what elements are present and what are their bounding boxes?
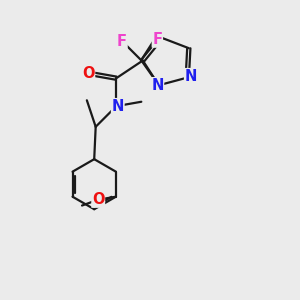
Text: N: N (184, 69, 197, 84)
Text: F: F (117, 34, 127, 49)
Text: O: O (82, 66, 94, 81)
Text: O: O (92, 192, 104, 207)
Text: N: N (151, 78, 164, 93)
Text: F: F (152, 32, 162, 47)
Text: N: N (112, 99, 124, 114)
